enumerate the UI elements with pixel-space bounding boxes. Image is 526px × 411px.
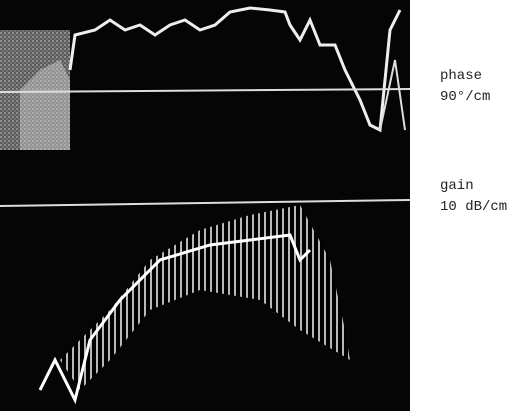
oscilloscope-photo bbox=[0, 0, 410, 411]
phase-label: phase bbox=[440, 67, 482, 85]
phase-scale: 90°/cm bbox=[440, 88, 490, 106]
page: {"labels": {"phase": {"name": "phase", "… bbox=[0, 0, 526, 411]
gain-scale: 10 dB/cm bbox=[440, 198, 507, 216]
gain-label: gain bbox=[440, 177, 474, 195]
